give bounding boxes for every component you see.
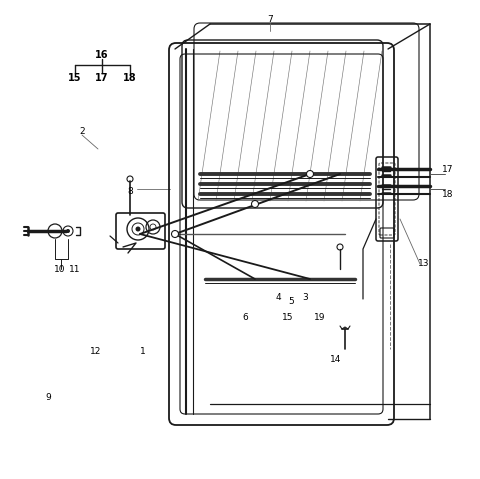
Text: 9: 9 — [45, 392, 51, 401]
Text: 11: 11 — [69, 264, 81, 274]
Text: 6: 6 — [242, 312, 248, 321]
Text: 17: 17 — [442, 164, 454, 173]
Circle shape — [252, 201, 259, 207]
Text: 16: 16 — [95, 50, 109, 60]
Text: 18: 18 — [442, 190, 454, 198]
Text: 15: 15 — [68, 73, 82, 83]
Text: 13: 13 — [418, 260, 430, 269]
Text: 4: 4 — [275, 293, 281, 301]
Circle shape — [171, 230, 179, 238]
Text: 18: 18 — [123, 73, 137, 83]
Circle shape — [135, 227, 141, 231]
Text: 5: 5 — [288, 297, 294, 306]
Text: 15: 15 — [282, 312, 294, 321]
Text: 14: 14 — [330, 354, 342, 364]
Text: 8: 8 — [127, 186, 133, 195]
Text: 2: 2 — [79, 126, 85, 136]
Text: 10: 10 — [54, 264, 66, 274]
Circle shape — [66, 229, 70, 233]
Text: 7: 7 — [267, 14, 273, 23]
Text: 19: 19 — [314, 312, 326, 321]
Text: 3: 3 — [302, 293, 308, 301]
Circle shape — [307, 171, 313, 178]
Text: 12: 12 — [90, 346, 102, 355]
Text: 17: 17 — [95, 73, 109, 83]
Text: 1: 1 — [140, 346, 146, 355]
